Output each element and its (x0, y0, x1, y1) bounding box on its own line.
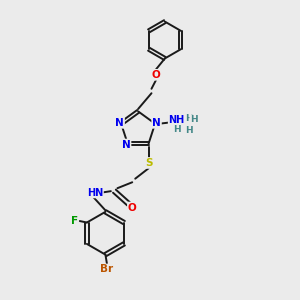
Text: Br: Br (100, 265, 113, 275)
Text: O: O (128, 202, 136, 212)
Text: NH: NH (168, 115, 184, 125)
Text: S: S (145, 158, 152, 168)
Text: H: H (173, 124, 180, 134)
Text: N: N (173, 117, 182, 127)
Text: F: F (71, 216, 78, 226)
Text: N: N (122, 140, 130, 149)
Text: H: H (185, 126, 193, 135)
Text: H: H (185, 114, 193, 123)
Text: N: N (152, 118, 161, 128)
Text: O: O (152, 70, 160, 80)
Text: N: N (115, 118, 124, 128)
Text: HN: HN (87, 188, 103, 198)
Text: H: H (190, 115, 197, 124)
